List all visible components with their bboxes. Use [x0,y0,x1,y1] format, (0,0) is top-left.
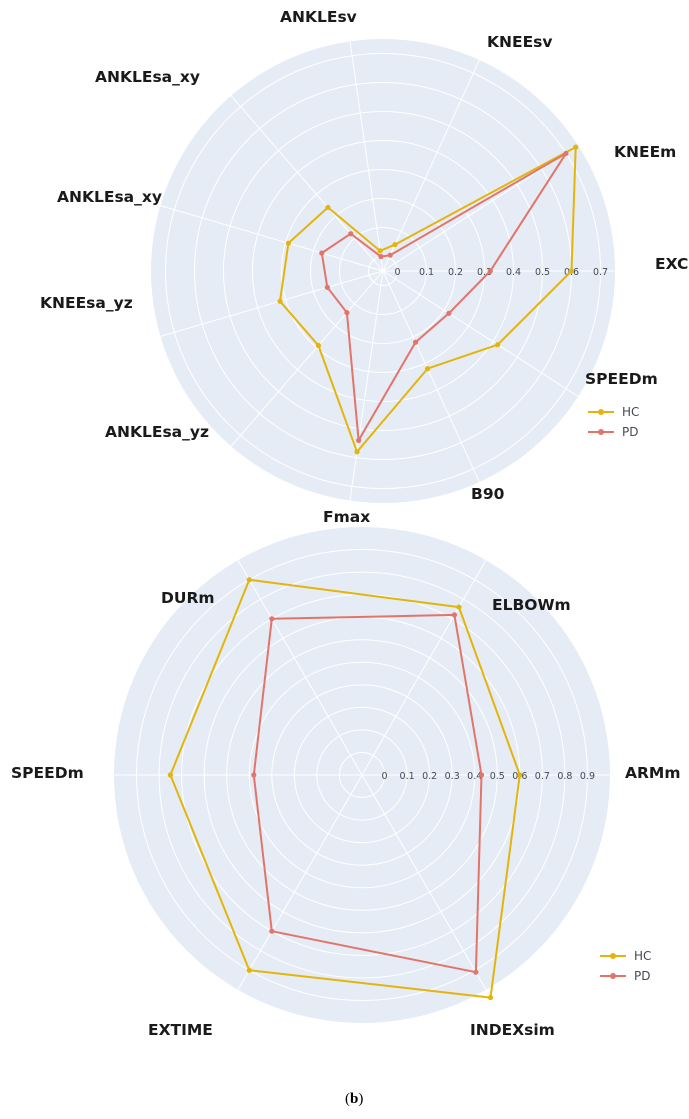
grid-spoke [230,95,384,272]
grid-spoke [382,270,579,397]
data-point-hc [285,240,291,246]
data-point-pd [378,254,384,260]
legend-item-hc[interactable]: HC [588,405,639,419]
data-point-hc [315,342,322,349]
data-point-hc [517,772,523,778]
data-point-pd [387,252,393,258]
legend-item-hc[interactable]: HC [600,949,651,963]
data-point-pd [324,284,330,290]
grid-spoke [160,270,384,337]
axis-label-durm: DURm [161,589,215,607]
data-point-hc [424,366,431,372]
radar-chart-b: 00.10.20.30.40.50.60.70.80.9ARMmELBOWmDU… [11,527,681,1107]
legend-swatch-marker [598,409,604,415]
grid-spoke [361,559,487,776]
radial-tick-label: 0.3 [477,267,492,278]
data-point-hc [277,298,283,304]
legend-item-pd[interactable]: PD [600,969,650,983]
data-point-hc [354,449,360,455]
legend-swatch-marker [598,429,604,435]
axis-label-anklesa-yz: ANKLEsa_yz [105,423,209,441]
grid-spoke [160,205,384,272]
axis-label-indexsim: INDEXsim [470,1021,555,1039]
axis-label-kneesa-yz: KNEEsa_yz [40,294,133,312]
panel-caption: (b) [345,1091,363,1107]
series-line-pd [320,152,567,442]
axis-label-excm: EXCm [655,255,689,273]
axis-label-extime: EXTIME [148,1021,213,1039]
radial-tick-label: 0.7 [535,771,550,782]
legend-label: HC [622,405,639,419]
axis-label-kneesv: KNEEsv [487,33,553,51]
radial-tick-label: 0 [382,771,388,782]
data-point-hc [568,268,575,274]
radial-tick-label: 0.5 [490,771,505,782]
radial-tick-label: 0.8 [557,771,572,782]
axis-label-speedm: SPEEDm [585,370,658,388]
data-point-pd [563,150,569,157]
data-point-pd [487,268,493,274]
legend-item-pd[interactable]: PD [588,425,638,439]
grid-spoke [349,41,384,272]
axis-label-anklesv: ANKLEsv [280,8,357,26]
legend-swatch-marker [610,973,616,979]
radial-tick-label: 0.3 [445,771,460,782]
data-point-hc [325,204,331,211]
axis-label-anklesa-xy: ANKLEsa_xy [57,188,162,206]
data-point-pd [478,772,485,778]
radial-tick-label: 0.5 [535,267,550,278]
axis-label-fmax: Fmax [323,508,370,526]
legend-swatch-marker [610,953,616,959]
data-point-hc [167,772,173,778]
radial-tick-label: 0.9 [580,771,595,782]
data-point-pd [348,231,354,237]
grid-spoke [230,270,384,447]
data-point-hc [573,144,579,150]
radial-tick-label: 0.7 [593,267,608,278]
radial-tick-label: 0.4 [506,267,521,278]
data-point-hc [246,577,252,583]
data-point-hc [392,242,398,248]
radial-tick-label: 0.4 [467,771,482,782]
legend-label: PD [622,425,638,439]
radar-chart-a: 00.10.20.30.40.50.60.7EXCmKNEEmKNEEsvANK… [40,8,689,559]
radial-tick-label: 0.2 [422,771,437,782]
data-point-pd [446,310,452,316]
axis-label-b90: B90 [471,485,505,503]
data-point-pd [473,969,479,975]
radial-tick-label: 0.1 [400,771,415,782]
axis-label-anklesa-xy: ANKLEsa_xy [95,68,200,86]
data-point-pd [251,772,257,778]
grid-spoke [382,270,480,483]
data-point-hc [487,994,494,1001]
data-point-hc [377,248,383,254]
grid-spoke [237,559,363,776]
data-point-pd [356,437,362,443]
data-point-hc [246,967,252,973]
grid-spoke [382,59,480,272]
legend-label: HC [634,949,651,963]
axis-label-kneem: KNEEm [614,143,676,161]
data-point-hc [456,604,462,610]
data-point-pd [269,616,275,622]
data-point-pd [269,928,275,934]
axis-label-armm: ARMm [625,764,681,782]
grid-spoke [382,145,579,272]
grid-spoke [237,774,363,991]
axis-label-elbowm: ELBOWm [492,596,571,614]
series-line-hc [279,146,577,453]
grid-spoke [349,270,384,501]
data-point-pd [319,250,325,256]
radial-tick-label: 0.2 [448,267,463,278]
data-point-pd [344,310,350,316]
radial-tick-label: 0 [394,267,400,278]
data-point-hc [495,342,501,348]
radial-tick-label: 0.1 [419,267,434,278]
legend-label: PD [634,969,650,983]
data-point-pd [412,339,419,345]
grid-spoke [361,774,487,991]
data-point-pd [451,612,458,618]
axis-label-speedm: SPEEDm [11,764,84,782]
